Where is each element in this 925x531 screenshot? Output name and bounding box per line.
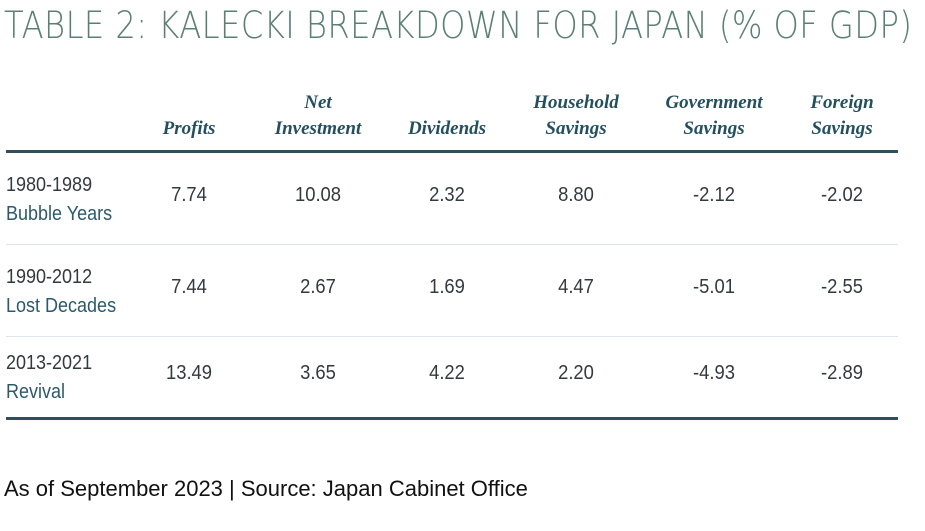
table-title: TABLE 2: KALECKI BREAKDOWN FOR JAPAN (% … bbox=[4, 4, 913, 47]
column-header-dividends: Dividends bbox=[407, 118, 487, 139]
cell-profits: 7.74 bbox=[171, 184, 207, 206]
column-header-net-investment: Net Investment bbox=[274, 92, 362, 139]
cell-dividends: 1.69 bbox=[429, 276, 465, 298]
header-divider bbox=[6, 150, 898, 153]
table-row: 1990-2012 Lost Decades 7.44 2.67 1.69 4.4… bbox=[6, 245, 898, 337]
column-header-foreign-savings: Foreign Savings bbox=[810, 92, 874, 139]
cell-household-savings: 2.20 bbox=[558, 362, 594, 384]
cell-government-savings: -5.01 bbox=[693, 276, 735, 298]
cell-foreign-savings: -2.89 bbox=[821, 362, 863, 384]
period-label: 1990-2012 Lost Decades bbox=[6, 266, 117, 317]
kalecki-table: Profits Net Investment Dividends Househol… bbox=[6, 92, 898, 420]
cell-profits: 13.49 bbox=[165, 362, 213, 384]
cell-net-investment: 3.65 bbox=[300, 362, 336, 384]
cell-profits: 7.44 bbox=[171, 276, 207, 298]
table-bottom-rule bbox=[6, 417, 898, 420]
source-note: As of September 2023 | Source: Japan Cab… bbox=[4, 476, 528, 501]
cell-dividends: 4.22 bbox=[429, 362, 465, 384]
cell-government-savings: -2.12 bbox=[693, 184, 735, 206]
column-header-household-savings: Household Savings bbox=[533, 92, 619, 139]
column-header-profits: Profits bbox=[162, 118, 216, 139]
cell-household-savings: 4.47 bbox=[558, 276, 594, 298]
cell-net-investment: 10.08 bbox=[294, 184, 342, 206]
cell-government-savings: -4.93 bbox=[693, 362, 735, 384]
cell-net-investment: 2.67 bbox=[300, 276, 336, 298]
cell-household-savings: 8.80 bbox=[558, 184, 594, 206]
cell-foreign-savings: -2.55 bbox=[821, 276, 863, 298]
cell-dividends: 2.32 bbox=[429, 184, 465, 206]
period-label: 1980-1989 Bubble Years bbox=[6, 174, 113, 225]
table-row: 2013-2021 Revival 13.49 3.65 4.22 2.20 -4… bbox=[6, 337, 898, 417]
table-row: 1980-1989 Bubble Years 7.74 10.08 2.32 8.… bbox=[6, 153, 898, 245]
table-header: Profits Net Investment Dividends Househol… bbox=[6, 92, 898, 150]
column-header-government-savings: Government Savings bbox=[665, 92, 763, 139]
cell-foreign-savings: -2.02 bbox=[821, 184, 863, 206]
period-label: 2013-2021 Revival bbox=[6, 352, 93, 403]
